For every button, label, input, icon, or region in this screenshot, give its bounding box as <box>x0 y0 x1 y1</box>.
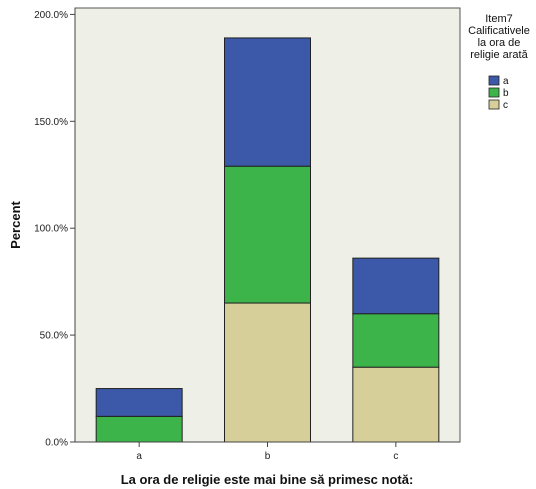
x-axis: a b c <box>75 441 460 462</box>
y-tick-label: 150.0% <box>34 117 68 128</box>
legend-title: religie arată <box>470 49 528 61</box>
legend-swatch-a <box>488 75 500 86</box>
legend-title: la ora de <box>478 37 521 49</box>
y-tick-label: 0.0% <box>45 438 68 449</box>
bar-b-b <box>224 165 311 304</box>
bar-b-c <box>224 302 311 443</box>
legend-swatch-c <box>488 99 500 110</box>
bars <box>95 37 440 443</box>
y-tick-label: 200.0% <box>34 10 68 21</box>
legend-label-a: a <box>503 76 509 87</box>
legend-title: Item7 <box>485 13 513 25</box>
bar-a-b <box>95 415 183 443</box>
bar-c-b <box>352 313 440 368</box>
x-tick-label: b <box>265 451 271 462</box>
bar-a-a <box>95 388 183 417</box>
bar-b-a <box>224 37 311 167</box>
x-tick-label: c <box>393 451 398 462</box>
legend-title: Calificativele <box>468 25 530 37</box>
legend-swatch-b <box>488 87 500 98</box>
y-tick-label: 100.0% <box>34 224 68 235</box>
y-tick-label: 50.0% <box>40 331 68 342</box>
y-axis: 0.0% 50.0% 100.0% 150.0% 200.0% <box>34 8 76 449</box>
x-axis-title: La ora de religie este mai bine să prime… <box>121 472 414 487</box>
y-axis-title: Percent <box>8 200 23 248</box>
legend-label-c: c <box>503 100 508 111</box>
bar-c-c <box>352 366 440 443</box>
x-tick-label: a <box>136 451 142 462</box>
bar-c-a <box>352 257 440 315</box>
legend-label-b: b <box>503 88 509 99</box>
